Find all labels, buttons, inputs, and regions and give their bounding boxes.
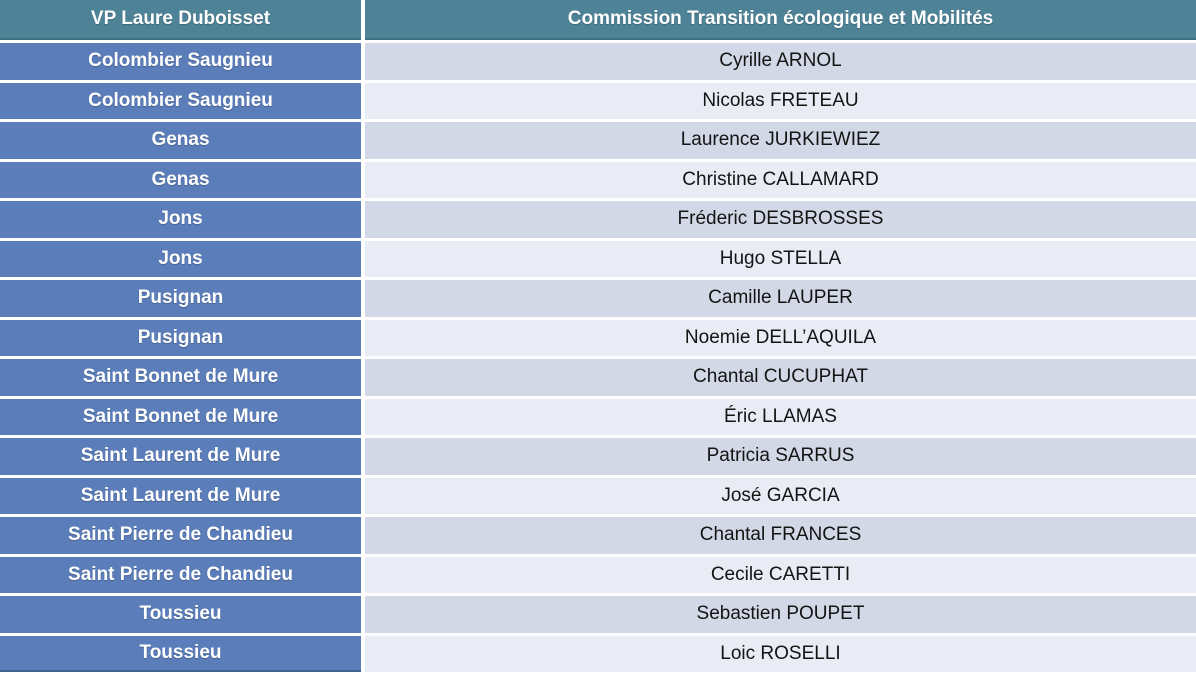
member-cell: Camille LAUPER [365, 280, 1196, 317]
commune-cell: Saint Pierre de Chandieu [0, 517, 361, 554]
commune-cell: Saint Pierre de Chandieu [0, 556, 361, 593]
table-row: Saint Pierre de Chandieu Cecile CARETTI [0, 556, 1196, 593]
commune-column-header: VP Laure Duboisset [0, 0, 361, 40]
member-cell: Sebastien POUPET [365, 596, 1196, 633]
table-row: Saint Pierre de Chandieu Chantal FRANCES [0, 517, 1196, 554]
commune-cell: Jons [0, 201, 361, 238]
commune-cell: Saint Bonnet de Mure [0, 359, 361, 396]
commune-cell: Colombier Saugnieu [0, 82, 361, 119]
commune-cell: Saint Laurent de Mure [0, 477, 361, 514]
table-row: Jons Fréderic DESBROSSES [0, 201, 1196, 238]
table-row: Pusignan Noemie DELL’AQUILA [0, 319, 1196, 356]
commune-cell: Genas [0, 122, 361, 159]
member-cell: Fréderic DESBROSSES [365, 201, 1196, 238]
table-row: Toussieu Sebastien POUPET [0, 596, 1196, 633]
commune-cell: Toussieu [0, 596, 361, 633]
member-cell: Nicolas FRETEAU [365, 82, 1196, 119]
table-row: Saint Bonnet de Mure Chantal CUCUPHAT [0, 359, 1196, 396]
member-cell: Cecile CARETTI [365, 556, 1196, 593]
commission-column-header: Commission Transition écologique et Mobi… [365, 0, 1196, 40]
member-cell: Loic ROSELLI [365, 635, 1196, 672]
table-row: Colombier Saugnieu Cyrille ARNOL [0, 43, 1196, 80]
member-cell: Noemie DELL’AQUILA [365, 319, 1196, 356]
table-row: Genas Laurence JURKIEWIEZ [0, 122, 1196, 159]
member-cell: Éric LLAMAS [365, 398, 1196, 435]
commune-cell: Saint Bonnet de Mure [0, 398, 361, 435]
commune-cell: Colombier Saugnieu [0, 43, 361, 80]
table-row: Jons Hugo STELLA [0, 240, 1196, 277]
header-row: VP Laure Duboisset Commission Transition… [0, 0, 1196, 40]
table-row: Saint Laurent de Mure José GARCIA [0, 477, 1196, 514]
table-row: Saint Bonnet de Mure Éric LLAMAS [0, 398, 1196, 435]
table-row: Colombier Saugnieu Nicolas FRETEAU [0, 82, 1196, 119]
member-cell: José GARCIA [365, 477, 1196, 514]
table-row: Saint Laurent de Mure Patricia SARRUS [0, 438, 1196, 475]
member-cell: Hugo STELLA [365, 240, 1196, 277]
member-cell: Chantal CUCUPHAT [365, 359, 1196, 396]
commune-cell: Toussieu [0, 635, 361, 672]
commune-cell: Pusignan [0, 280, 361, 317]
member-cell: Patricia SARRUS [365, 438, 1196, 475]
member-cell: Christine CALLAMARD [365, 161, 1196, 198]
table-row: Pusignan Camille LAUPER [0, 280, 1196, 317]
commune-cell: Pusignan [0, 319, 361, 356]
commune-cell: Jons [0, 240, 361, 277]
member-cell: Cyrille ARNOL [365, 43, 1196, 80]
commune-cell: Genas [0, 161, 361, 198]
member-cell: Laurence JURKIEWIEZ [365, 122, 1196, 159]
commune-cell: Saint Laurent de Mure [0, 438, 361, 475]
table-row: Toussieu Loic ROSELLI [0, 635, 1196, 672]
member-cell: Chantal FRANCES [365, 517, 1196, 554]
table-row: Genas Christine CALLAMARD [0, 161, 1196, 198]
